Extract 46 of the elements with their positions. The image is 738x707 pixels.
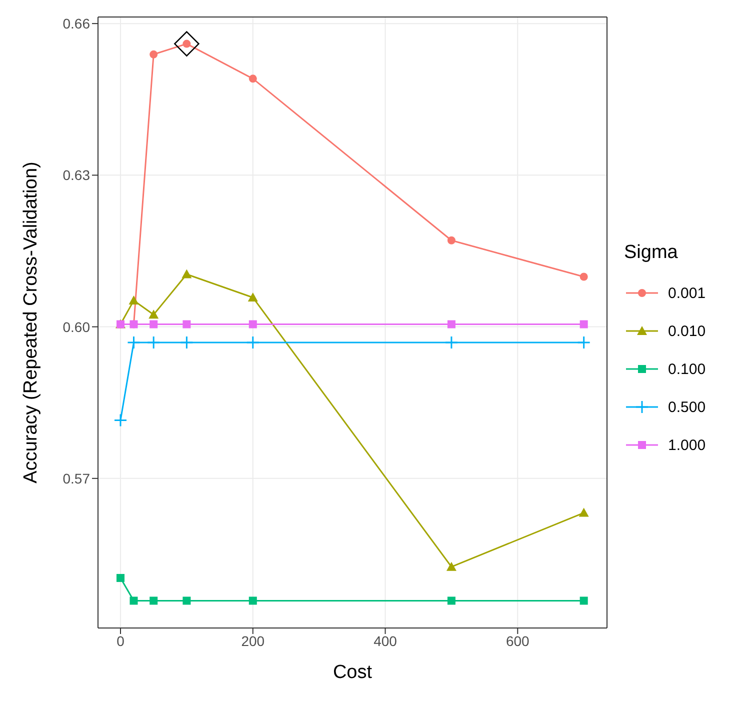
legend-label: 0.500 [668, 398, 706, 416]
y-tick-label: 0.57 [62, 470, 90, 486]
x-tick-label: 600 [506, 632, 530, 649]
point [114, 414, 128, 428]
x-tick-label: 400 [374, 632, 398, 649]
point [174, 31, 200, 56]
point [130, 596, 138, 605]
point [116, 574, 125, 582]
point [150, 50, 158, 58]
point [248, 74, 257, 83]
point [447, 596, 456, 605]
point [446, 562, 456, 571]
point [150, 320, 158, 328]
point [447, 236, 456, 244]
point [447, 320, 456, 328]
legend-label: 0.100 [668, 360, 706, 378]
point [248, 596, 257, 605]
x-axis-title: Cost [332, 662, 373, 683]
point [444, 336, 458, 350]
x-tick-label: 200 [241, 632, 265, 649]
y-tick-label: 0.63 [62, 167, 90, 184]
point [580, 272, 588, 281]
legend-label: 1.000 [668, 436, 706, 454]
point [182, 596, 191, 605]
point [182, 320, 191, 328]
legend-label: 0.010 [668, 322, 706, 340]
point [578, 508, 589, 517]
point [150, 596, 158, 605]
y-tick-label: 0.66 [62, 16, 90, 32]
point [146, 336, 160, 350]
legend-label: 0.001 [668, 284, 706, 302]
point [580, 320, 588, 328]
point [577, 336, 591, 350]
x-tick-label: 0 [116, 632, 125, 649]
point [126, 336, 140, 350]
point [246, 336, 260, 350]
point [248, 292, 258, 302]
point [248, 320, 257, 328]
legend-title: Sigma [624, 242, 679, 264]
point [580, 596, 588, 605]
point [148, 310, 159, 319]
point [182, 269, 192, 278]
point [180, 336, 194, 350]
y-tick-label: 0.60 [62, 318, 90, 335]
point [128, 296, 139, 305]
y-axis-title: Accuracy (Repeated Cross-Validation) [20, 162, 42, 484]
